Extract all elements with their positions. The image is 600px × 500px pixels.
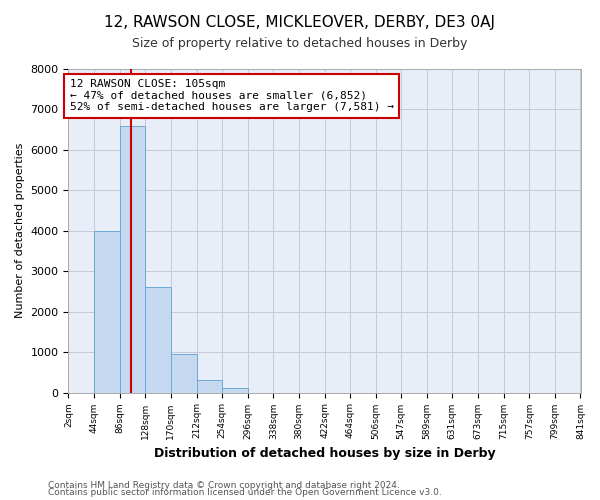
- X-axis label: Distribution of detached houses by size in Derby: Distribution of detached houses by size …: [154, 447, 495, 460]
- Y-axis label: Number of detached properties: Number of detached properties: [15, 143, 25, 318]
- Bar: [94, 231, 119, 392]
- Text: 12, RAWSON CLOSE, MICKLEOVER, DERBY, DE3 0AJ: 12, RAWSON CLOSE, MICKLEOVER, DERBY, DE3…: [104, 15, 496, 30]
- Text: Contains public sector information licensed under the Open Government Licence v3: Contains public sector information licen…: [48, 488, 442, 497]
- Bar: [222, 388, 248, 392]
- Bar: [197, 380, 222, 392]
- Text: 12 RAWSON CLOSE: 105sqm
← 47% of detached houses are smaller (6,852)
52% of semi: 12 RAWSON CLOSE: 105sqm ← 47% of detache…: [70, 79, 394, 112]
- Text: Contains HM Land Registry data © Crown copyright and database right 2024.: Contains HM Land Registry data © Crown c…: [48, 480, 400, 490]
- Bar: [145, 288, 171, 393]
- Bar: [119, 126, 145, 392]
- Bar: [171, 354, 197, 393]
- Text: Size of property relative to detached houses in Derby: Size of property relative to detached ho…: [133, 38, 467, 51]
